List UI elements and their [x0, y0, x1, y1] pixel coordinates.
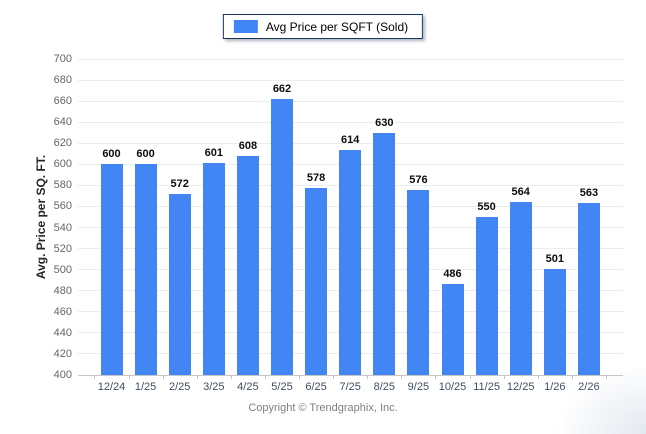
bar-4/25[interactable]	[236, 155, 259, 375]
bar-10/25[interactable]	[441, 284, 464, 375]
x-axis-tick	[264, 375, 266, 379]
y-axis-tick-label: 480	[53, 284, 72, 297]
x-axis-tick-label: 3/25	[203, 381, 225, 393]
y-axis-tick-label: 420	[53, 347, 72, 360]
x-axis-tick	[162, 375, 164, 379]
legend-swatch-icon	[233, 20, 258, 33]
x-axis-tick-label: 6/25	[305, 381, 327, 393]
x-axis-tick	[605, 375, 607, 379]
x-axis-tick-label: 10/25	[438, 381, 467, 393]
x-axis-tick-label: 11/25	[473, 381, 500, 393]
x-axis-tick-label: 2/26	[578, 381, 600, 393]
x-axis-tick	[367, 375, 369, 379]
y-axis-tick-label: 580	[53, 179, 72, 192]
x-axis-tick	[128, 375, 130, 379]
y-axis-tick-label: 640	[53, 116, 72, 129]
bar-11/25[interactable]	[475, 217, 498, 375]
bar-8/25[interactable]	[373, 132, 396, 375]
x-axis-ticks	[78, 375, 623, 380]
bar-12/24[interactable]	[100, 164, 123, 375]
gridline	[78, 79, 623, 81]
y-axis-tick-label: 660	[53, 95, 72, 108]
x-axis-tick	[196, 375, 198, 379]
bar-value-label: 578	[306, 171, 326, 184]
x-axis-tick-label: 5/25	[271, 381, 293, 393]
bar-7/25[interactable]	[339, 149, 362, 375]
x-axis-tick	[571, 375, 573, 379]
x-axis-tick-label: 1/26	[544, 381, 566, 393]
legend-label: Avg Price per SQFT (Sold)	[265, 19, 409, 34]
bar-value-label: 600	[136, 148, 155, 161]
bar-value-label: 572	[170, 177, 189, 190]
x-axis-tick	[435, 375, 437, 379]
bar-value-label: 630	[375, 116, 394, 129]
x-axis-tick-label: 7/25	[339, 381, 361, 393]
x-axis-tick-label: 12/24	[97, 381, 126, 393]
x-axis-tick	[401, 375, 403, 379]
bar-value-label: 600	[102, 148, 121, 161]
bar-1/26[interactable]	[543, 268, 566, 375]
gridline	[78, 58, 623, 60]
bar-3/25[interactable]	[202, 163, 225, 375]
y-axis-tick-label: 620	[53, 137, 72, 150]
y-axis-tick-label: 460	[53, 305, 72, 318]
bar-9/25[interactable]	[407, 189, 430, 375]
bar-value-label: 601	[204, 147, 223, 160]
bar-value-label: 550	[477, 201, 496, 213]
y-axis-tick-label: 600	[53, 158, 72, 171]
y-axis-tick-label: 540	[53, 221, 72, 234]
x-axis-tick	[503, 375, 505, 379]
y-axis-tick-label: 520	[53, 242, 72, 255]
y-axis-tick-label: 560	[53, 200, 72, 213]
x-axis-tick	[333, 375, 335, 379]
bar-value-label: 564	[511, 186, 530, 199]
bar-value-label: 662	[272, 83, 292, 96]
copyright-text: Copyright © Trendgraphix, Inc.	[248, 402, 398, 414]
x-axis-tick-label: 4/25	[237, 381, 259, 393]
x-axis-tick-label: 12/25	[506, 381, 535, 393]
y-axis-tick-label: 700	[53, 53, 72, 65]
x-axis-tick-label: 8/25	[373, 381, 395, 393]
legend[interactable]: Avg Price per SQFT (Sold)	[222, 14, 424, 39]
x-axis-tick	[230, 375, 232, 379]
x-axis-labels: 12/24 1/25 2/25 3/25 4/25 5/25 6/25 7/25 8/25 9/2…	[78, 381, 623, 396]
gridline	[78, 121, 623, 123]
plot-area: 600 600 572 601 608 662 578 614 630 576 486 550 564 5…	[78, 58, 623, 376]
bar-value-label: 608	[238, 139, 258, 152]
bar-2/25[interactable]	[168, 193, 191, 375]
x-axis-tick-label: 1/25	[134, 381, 157, 393]
y-axis-tick-label: 440	[53, 326, 72, 339]
bar-value-label: 501	[545, 252, 564, 265]
y-axis-tick-label: 500	[53, 263, 72, 276]
bar-6/25[interactable]	[305, 187, 328, 375]
gridline	[78, 142, 623, 144]
gridline	[78, 100, 623, 102]
x-axis-tick	[299, 375, 301, 379]
bar-value-label: 563	[579, 187, 599, 200]
bar-5/25[interactable]	[271, 99, 293, 375]
bar-value-label: 614	[341, 133, 360, 146]
x-axis-tick-label: 9/25	[407, 381, 430, 393]
x-axis-tick	[94, 375, 96, 379]
bar-value-label: 486	[443, 268, 462, 281]
bar-value-label: 576	[409, 173, 428, 186]
x-axis-tick	[469, 375, 471, 379]
y-axis-title: Avg. Price per SQ. FT.	[34, 154, 48, 280]
bar-2/26[interactable]	[577, 203, 600, 375]
x-axis-tick-label: 2/25	[168, 381, 191, 393]
bar-1/25[interactable]	[134, 164, 157, 375]
x-axis-tick	[537, 375, 539, 379]
y-axis-tick-label: 680	[53, 74, 72, 87]
y-axis-tick-label: 400	[53, 369, 72, 381]
bar-12/25[interactable]	[509, 202, 532, 375]
